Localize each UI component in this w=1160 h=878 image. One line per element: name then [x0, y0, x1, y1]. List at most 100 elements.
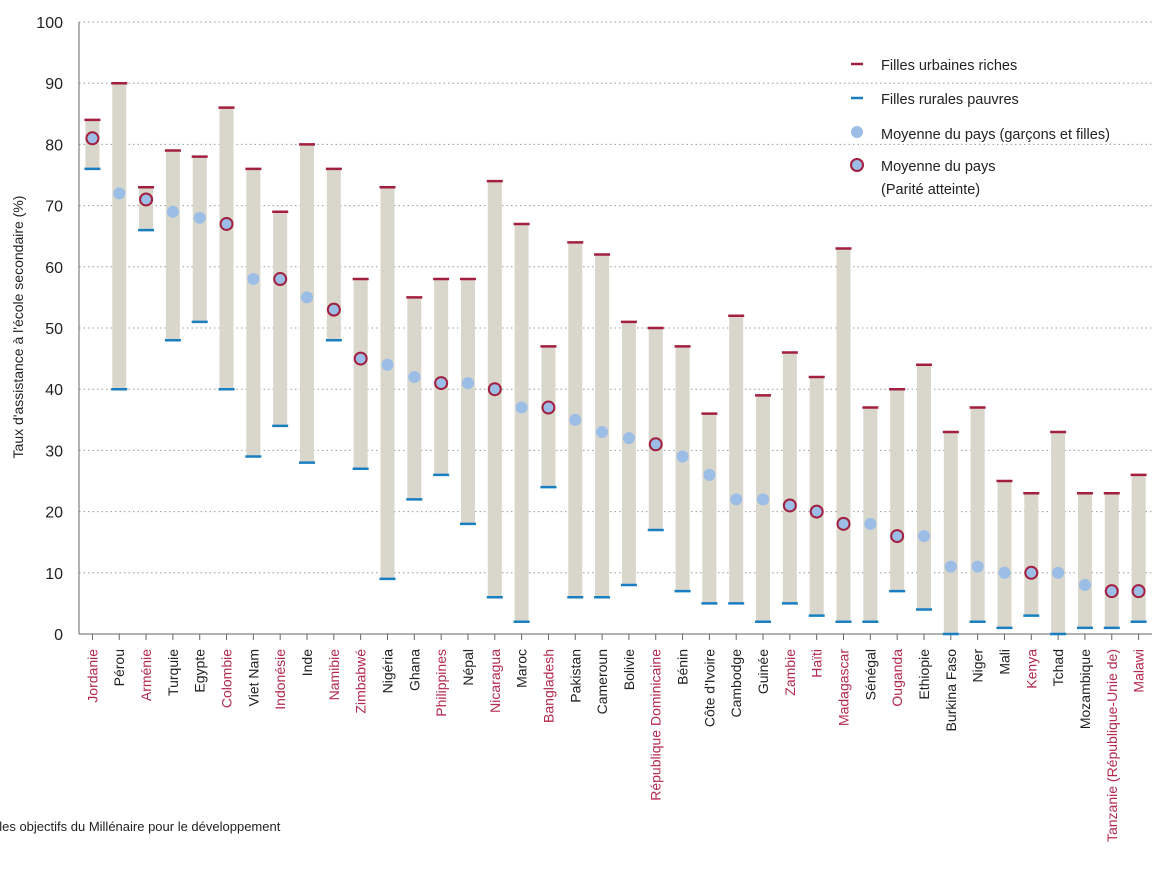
- category-label: Pérou: [111, 649, 127, 686]
- markers: [84, 81, 1147, 636]
- range-bar: [1051, 432, 1066, 634]
- legend: Filles urbaines riches Filles rurales pa…: [850, 58, 1110, 198]
- average-marker: [971, 560, 984, 573]
- y-tick-label: 0: [54, 627, 63, 644]
- parity-average-marker: [85, 131, 100, 146]
- range-bar: [165, 150, 180, 341]
- average-marker: [569, 413, 582, 426]
- legend-rich-label: Filles urbaines riches: [881, 58, 1017, 74]
- parity-average-marker: [139, 192, 154, 207]
- category-label: Egypte: [192, 649, 208, 693]
- average-marker: [864, 517, 877, 530]
- y-tick-label: 20: [45, 505, 63, 522]
- y-tick-label: 40: [45, 382, 63, 399]
- y-tick-label: 60: [45, 260, 63, 277]
- parity-average-marker: [434, 376, 449, 391]
- category-label: Népal: [460, 649, 476, 686]
- range-bar: [997, 481, 1012, 628]
- range-bar: [836, 248, 851, 622]
- range-bar: [595, 254, 610, 598]
- category-label: Mali: [996, 649, 1012, 675]
- range-bar: [675, 346, 690, 592]
- category-labels: Jordanie Pérou Arménie Turquie Egypte Colombi…: [84, 649, 1146, 842]
- category-label: Guinée: [755, 649, 771, 694]
- category-label: Cameroun: [594, 649, 610, 714]
- range-bar: [1024, 493, 1039, 616]
- range-bar: [648, 328, 663, 530]
- range-bar: [353, 279, 368, 469]
- category-label: Nicaragua: [487, 649, 503, 713]
- average-marker: [944, 560, 957, 573]
- category-label: Mozambique: [1077, 649, 1093, 729]
- range-bar: [112, 83, 127, 390]
- category-label: Côte d'Ivoire: [701, 649, 717, 727]
- range-bar: [1131, 474, 1146, 622]
- parity-average-marker: [1104, 584, 1119, 599]
- parity-average-marker: [1131, 584, 1146, 599]
- category-label: Philippines: [433, 649, 449, 717]
- category-label: Maroc: [514, 649, 530, 688]
- range-bar: [809, 376, 824, 616]
- category-label: Bolivie: [621, 649, 637, 690]
- category-label: Sénégal: [862, 649, 878, 700]
- range-bar: [916, 364, 931, 610]
- axes: 0 10 20 30 40 50 60 70 80 90 100: [36, 15, 1152, 644]
- category-label: Inde: [299, 649, 315, 676]
- average-marker: [703, 468, 716, 481]
- range-bar: [756, 395, 771, 622]
- range-bar: [1104, 493, 1119, 628]
- category-label: Nigéria: [379, 649, 395, 694]
- range-bar: [192, 156, 207, 322]
- average-marker: [917, 530, 930, 543]
- footer-note: t les objectifs du Millénaire pour le dé…: [0, 819, 281, 834]
- category-label: Zimbabwé: [353, 649, 369, 714]
- category-label: Niger: [970, 649, 986, 683]
- range-bar: [219, 107, 234, 390]
- average-marker: [1078, 579, 1091, 592]
- parity-average-marker: [890, 529, 905, 544]
- y-tick-label: 70: [45, 199, 63, 216]
- category-label: Zambie: [782, 649, 798, 696]
- average-marker: [247, 273, 260, 286]
- y-tick-label: 80: [45, 137, 63, 154]
- average-marker: [998, 566, 1011, 579]
- legend-parity-label: Moyenne du pays: [881, 159, 995, 175]
- range-bar: [300, 144, 315, 463]
- category-label: Kenya: [1023, 649, 1039, 689]
- legend-avg-label: Moyenne du pays (garçons et filles): [881, 127, 1110, 143]
- parity-average-marker: [836, 516, 851, 531]
- y-tick-label: 100: [36, 15, 63, 32]
- category-label: République Dominicaine: [648, 649, 664, 801]
- average-marker: [408, 370, 421, 383]
- parity-average-marker: [541, 400, 556, 415]
- average-marker: [381, 358, 394, 371]
- category-label: Indonésie: [272, 649, 288, 710]
- y-tick-label: 30: [45, 443, 63, 460]
- range-bar: [863, 407, 878, 622]
- range-bar: [246, 168, 261, 457]
- average-marker: [301, 291, 314, 304]
- category-label: Bénin: [675, 649, 691, 685]
- range-bar: [514, 223, 529, 622]
- y-tick-label: 50: [45, 321, 63, 338]
- parity-average-marker: [219, 216, 234, 231]
- legend-avg-swatch: [851, 126, 863, 138]
- y-tick-label: 10: [45, 566, 63, 583]
- category-label: Malawi: [1131, 649, 1147, 693]
- average-marker: [622, 432, 635, 445]
- average-marker: [1052, 566, 1065, 579]
- range-bar: [702, 413, 717, 604]
- legend-parity-swatch: [850, 158, 864, 172]
- category-label: Arménie: [138, 649, 154, 701]
- range-bar: [782, 352, 797, 604]
- average-marker: [166, 205, 179, 218]
- average-marker: [730, 493, 743, 506]
- range-bar: [541, 346, 556, 488]
- category-label: Tanzanie (République-Unie de): [1104, 649, 1120, 842]
- range-bar: [1077, 493, 1092, 628]
- category-label: Pakistan: [567, 649, 583, 703]
- category-label: Cambodge: [728, 649, 744, 718]
- average-marker: [515, 401, 528, 414]
- average-marker: [596, 426, 609, 439]
